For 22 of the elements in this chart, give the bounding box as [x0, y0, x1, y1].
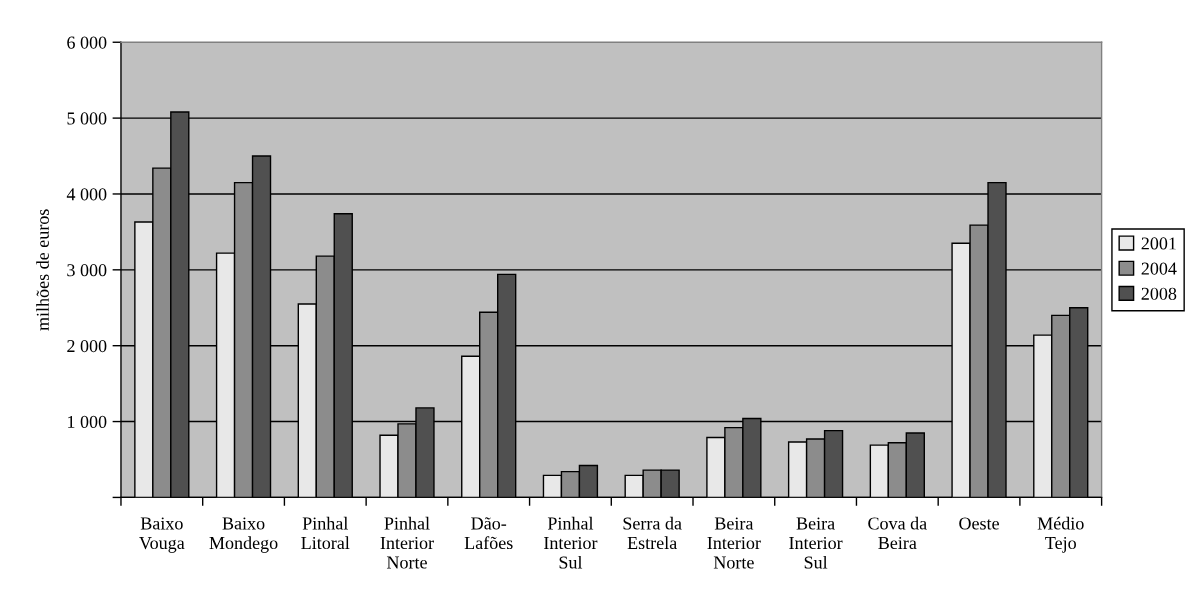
y-tick-label: 1 000 [68, 415, 107, 428]
x-tick-label: Pinhal Interior Sul [544, 516, 598, 569]
legend-label: 2008 [1141, 287, 1177, 300]
x-tick-label: Beira Interior Norte [707, 517, 761, 569]
y-tick-label: 4 000 [66, 188, 107, 201]
legend-label: 2004 [1141, 262, 1177, 275]
y-tick-label: 2 000 [67, 339, 107, 353]
legend-label: 2001 [1141, 237, 1176, 250]
x-tick-label: Oeste [959, 517, 999, 530]
x-tick-label: Dão-Lafões [464, 517, 513, 550]
x-tick-label: Médio Tejo [1037, 516, 1084, 553]
x-tick-label: Cova da Beira [868, 516, 927, 550]
y-tick-label: 5 000 [67, 112, 107, 125]
x-tick-label: Baixo Mondego [209, 517, 278, 553]
y-tick-label: 3 000 [67, 264, 107, 277]
x-tick-label: Pinhal Interior Norte [380, 516, 434, 569]
y-axis-title: milhões de euros [36, 209, 49, 331]
x-tick-label: Serra da Estrela [623, 516, 682, 550]
y-tick-label: 6 000 [67, 36, 107, 49]
x-tick-label: Pinhal Litoral [301, 516, 350, 550]
x-tick-label: Baixo Vouga [139, 517, 185, 553]
x-tick-label: Beira Interior Sul [789, 517, 843, 569]
